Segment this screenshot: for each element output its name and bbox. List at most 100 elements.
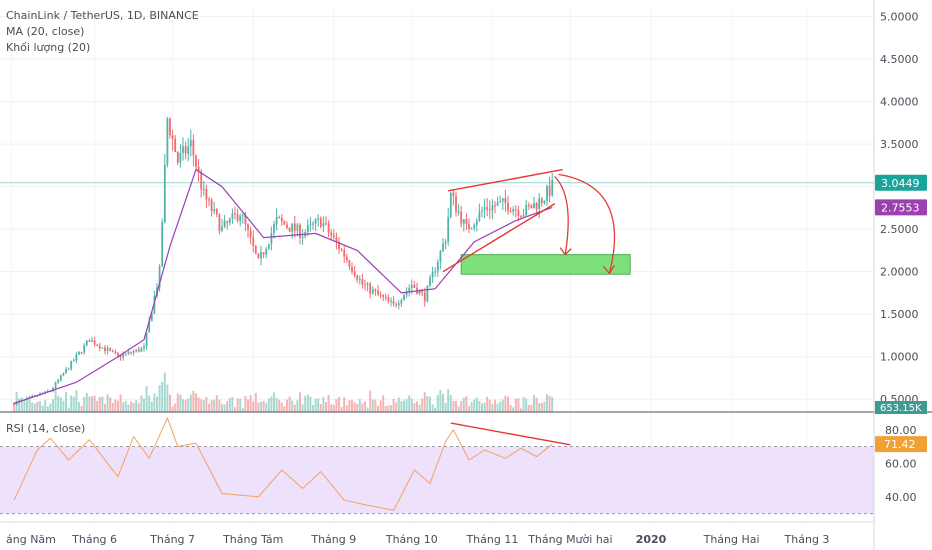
candle-body [512,209,515,212]
volume-bar [325,402,327,412]
price-tick-label: 1.5000 [880,308,919,321]
volume-bar [351,400,353,412]
volume-bar [304,395,307,412]
volume-bar [483,402,486,412]
volume-bar [551,397,554,412]
volume-bar [449,395,452,412]
candle-body [468,224,470,230]
price-tick-label: 1.0000 [880,351,919,364]
volume-bar [20,397,23,412]
volume-bar [270,396,273,412]
time-axis[interactable]: áng Năm Tháng 6 Tháng 7 Tháng Tám Tháng 9 Thá… [6,533,829,546]
candle-body [117,353,119,356]
volume-bar [218,399,221,412]
candle-body [80,351,83,353]
volume-bar [416,401,418,412]
volume-bar [288,396,291,412]
volume-bar [403,400,405,412]
volume-bar [494,399,496,412]
candle-body [202,188,205,190]
volume-bar [382,395,385,412]
candle-body [184,146,187,154]
volume-bar [540,402,543,412]
rsi-legend[interactable]: RSI (14, close) [6,422,86,435]
candle-body [507,202,509,212]
candle-body [275,217,278,225]
candle-body [231,213,234,219]
volume-bar [421,398,424,412]
candle-body [291,223,294,232]
volume-bar [319,404,322,412]
candle-body [325,223,327,225]
candle-body [486,207,489,210]
candle-body [475,220,478,226]
candle-body [257,253,260,259]
price-scale[interactable]: 5.00004.50004.00003.50003.00002.50002.00… [873,0,927,550]
candle-body [361,279,364,285]
candle-body [530,205,533,209]
candle-body [348,260,351,267]
candle-body [330,232,333,236]
volume-bar [267,398,270,412]
volume-bar [520,408,522,412]
volume-bar [517,398,520,412]
ma-legend[interactable]: MA (20, close) [6,25,85,38]
volume-bar [135,400,138,412]
volume-bar [65,391,67,412]
target-zone[interactable] [460,254,631,275]
candle-body [109,348,112,351]
time-axis-label: Tháng 6 [71,533,117,546]
candle-body [460,211,463,224]
volume-bar [436,394,439,412]
volume-bar [262,400,265,412]
candle-body [130,351,132,353]
candle-body [101,347,104,349]
volume-bar [265,403,268,412]
volume-bar [96,400,99,412]
candle-body [455,195,457,212]
candle-body [114,351,117,354]
volume-bar [215,395,218,412]
volume-bar [522,396,525,412]
volume-bar [189,394,192,412]
volume-bar [275,397,278,412]
volume-bar [260,401,262,412]
volume-bar [273,392,275,412]
volume-bar [205,397,208,412]
volume-bar [119,394,122,412]
volume-bars [13,372,554,412]
candle-body [462,219,465,224]
volume-bar [254,392,257,412]
symbol-title[interactable]: ChainLink / TetherUS, 1D, BINANCE [6,9,199,22]
volume-bar [429,396,431,412]
volume-bar [525,398,528,412]
volume-bar [468,406,470,412]
volume-bar [527,404,530,412]
candle-body [158,266,161,288]
candle-body [106,348,109,352]
rsi-divergence-line[interactable] [450,422,571,446]
candle-body [499,200,502,203]
candle-body [187,146,190,154]
candle-body [148,321,151,333]
volume-bar [18,398,21,412]
price-pane[interactable] [0,8,874,522]
volume-legend[interactable]: Khối lượng (20) [6,41,91,54]
candle-body [226,220,229,223]
candle-body [546,185,548,201]
drawing-annotations[interactable] [442,168,616,275]
volume-bar [137,403,140,412]
rsi-tick-label: 40.00 [885,491,917,504]
candle-body [478,211,481,221]
volume-bar [223,404,226,412]
volume-bar [501,399,504,412]
candle-body [213,209,216,212]
candle-body [481,210,483,212]
volume-bar [122,402,125,412]
candle-body [309,223,312,226]
volume-bar [309,396,312,412]
volume-bar [161,382,164,412]
volume-bar [374,399,377,412]
rsi-pane[interactable] [0,416,874,515]
